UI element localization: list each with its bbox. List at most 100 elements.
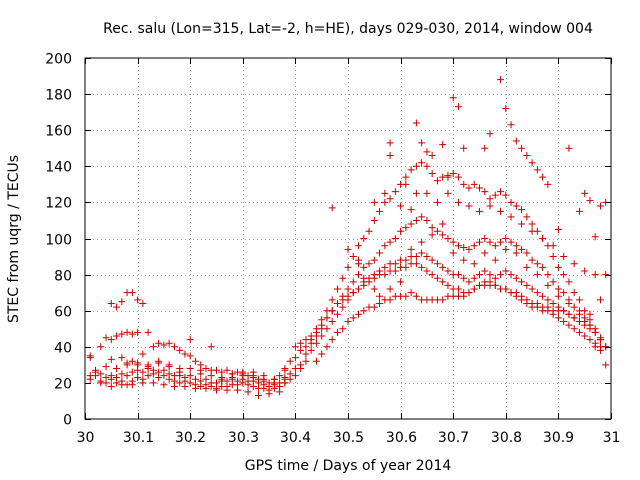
data-point <box>528 285 536 293</box>
data-point <box>596 343 604 351</box>
data-point <box>234 377 242 385</box>
data-point <box>560 289 568 297</box>
data-point <box>486 130 494 138</box>
data-point <box>102 363 110 371</box>
data-point <box>149 379 157 387</box>
data-point <box>197 370 205 378</box>
data-point <box>339 296 347 304</box>
data-point <box>570 289 578 297</box>
data-point <box>97 379 105 387</box>
data-point <box>276 372 284 380</box>
data-point <box>281 364 289 372</box>
data-point <box>265 390 273 398</box>
data-point <box>418 159 426 167</box>
data-point <box>481 267 489 275</box>
data-point <box>370 303 378 311</box>
grid <box>85 58 611 419</box>
data-point <box>386 195 394 203</box>
data-point <box>402 256 410 264</box>
data-point <box>439 278 447 286</box>
data-point <box>402 263 410 271</box>
data-point <box>554 225 562 233</box>
data-point <box>302 350 310 358</box>
data-point <box>412 253 420 261</box>
data-point <box>128 289 136 297</box>
data-point <box>560 307 568 315</box>
data-point <box>234 386 242 394</box>
data-point <box>596 202 604 210</box>
data-point <box>113 364 121 372</box>
data-point <box>160 341 168 349</box>
data-point <box>497 271 505 279</box>
data-point <box>381 189 389 197</box>
data-point <box>454 173 462 181</box>
data-point <box>449 170 457 178</box>
y-tick-label: 40 <box>54 341 72 357</box>
data-point <box>191 357 199 365</box>
data-point <box>454 242 462 250</box>
data-point <box>397 227 405 235</box>
data-point <box>491 191 499 199</box>
data-point <box>428 256 436 264</box>
data-point <box>128 368 136 376</box>
data-point <box>465 245 473 253</box>
data-point <box>481 144 489 152</box>
data-point <box>370 285 378 293</box>
data-point <box>523 263 531 271</box>
data-point <box>165 363 173 371</box>
data-point <box>333 328 341 336</box>
data-point <box>134 328 142 336</box>
data-point <box>575 207 583 215</box>
data-point <box>439 231 447 239</box>
data-point <box>460 292 468 300</box>
data-point <box>381 263 389 271</box>
data-point <box>502 235 510 242</box>
data-point <box>486 271 494 279</box>
data-point <box>186 336 194 344</box>
data-point <box>449 249 457 257</box>
data-point <box>291 372 299 380</box>
data-point <box>502 105 510 113</box>
data-point <box>412 260 420 268</box>
data-point <box>139 368 147 376</box>
data-point <box>554 263 562 271</box>
data-point <box>333 299 341 307</box>
data-point <box>581 189 589 197</box>
data-point <box>344 285 352 293</box>
data-point <box>360 263 368 271</box>
data-point <box>123 328 131 336</box>
data-point <box>497 188 505 196</box>
data-point <box>507 213 515 221</box>
data-point <box>223 386 231 394</box>
data-point <box>197 377 205 385</box>
data-point <box>502 267 510 275</box>
x-tick-label: 30.5 <box>333 430 364 446</box>
data-point <box>360 307 368 315</box>
data-point <box>481 278 489 286</box>
data-point <box>386 151 394 159</box>
data-point <box>554 285 562 293</box>
data-point <box>170 343 178 351</box>
data-point <box>360 235 368 242</box>
data-point <box>118 298 126 306</box>
data-point <box>207 343 215 351</box>
data-point <box>412 162 420 170</box>
data-point <box>433 274 441 282</box>
data-point <box>544 296 552 304</box>
chart-title: Rec. salu (Lon=315, Lat=-2, h=HE), days … <box>103 21 593 37</box>
data-point <box>412 216 420 224</box>
data-point <box>433 227 441 235</box>
data-point <box>418 263 426 271</box>
data-point <box>128 381 136 389</box>
data-point <box>481 235 489 242</box>
data-point <box>339 274 347 282</box>
data-point <box>134 359 142 367</box>
data-point <box>449 238 457 246</box>
data-point <box>591 328 599 336</box>
data-point <box>560 253 568 261</box>
data-point <box>586 197 594 205</box>
data-point <box>528 256 536 264</box>
data-point <box>476 184 483 192</box>
data-point <box>470 180 478 188</box>
data-point <box>407 289 415 297</box>
